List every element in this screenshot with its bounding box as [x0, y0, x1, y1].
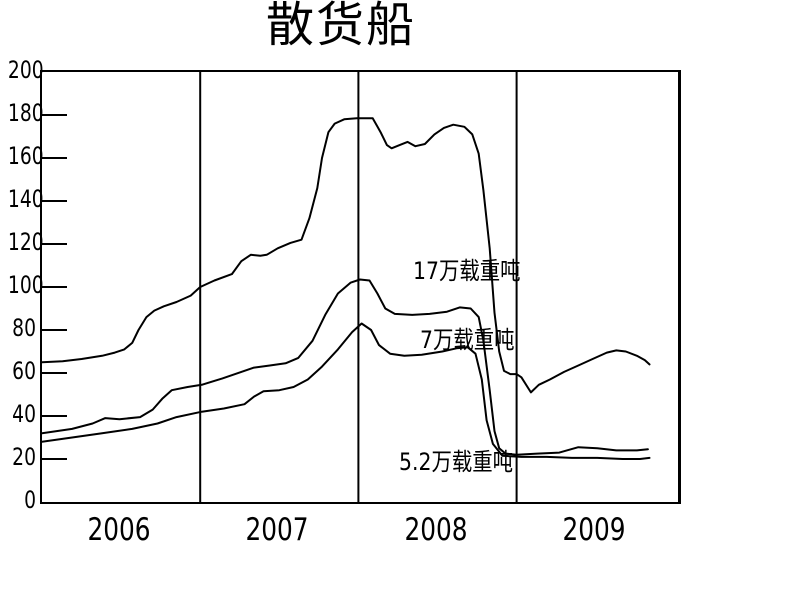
- y-axis-label-160: 160: [7, 142, 44, 170]
- y-axis-label-40: 40: [12, 400, 36, 428]
- y-axis-label-120: 120: [7, 228, 44, 256]
- series-line-2: [42, 322, 651, 460]
- y-axis-label-60: 60: [12, 357, 36, 385]
- plot-area: 17万载重吨 7万载重吨 5.2万载重吨: [40, 70, 681, 504]
- y-axis-label-100: 100: [7, 271, 44, 299]
- y-axis-label-20: 20: [12, 443, 36, 471]
- x-axis-label-2009: 2009: [562, 512, 626, 548]
- series-label-17wan-dwt: 17万载重吨: [413, 257, 521, 285]
- series-label-5-2wan-dwt: 5.2万载重吨: [399, 448, 514, 476]
- y-axis-label-140: 140: [7, 185, 44, 213]
- plot-svg: [42, 72, 651, 502]
- series-label-7wan-dwt: 7万载重吨: [420, 326, 515, 354]
- series-line-0: [42, 117, 651, 394]
- x-axis-label-2008: 2008: [403, 512, 468, 548]
- chart-title: 散货船: [266, 0, 417, 53]
- y-axis-label-200: 200: [7, 56, 44, 84]
- x-axis-label-2007: 2007: [245, 512, 309, 548]
- y-axis-label-180: 180: [7, 99, 44, 127]
- y-axis-label-0: 0: [24, 486, 36, 514]
- x-axis-label-2006: 2006: [87, 512, 151, 548]
- x-axis-labels: 2006 2007 2008 2009: [0, 512, 785, 552]
- y-axis-label-80: 80: [12, 314, 36, 342]
- series-line-1: [42, 278, 649, 456]
